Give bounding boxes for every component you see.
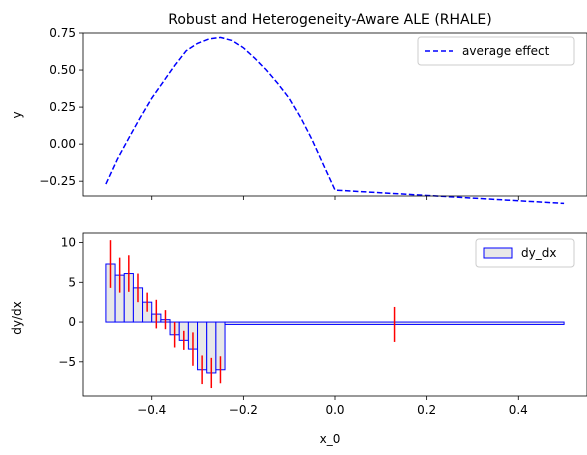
bottom-bars <box>105 263 565 374</box>
bottom-x-tick-label: −0.4 <box>137 403 166 417</box>
bottom-x-tick-label: 0.2 <box>417 403 436 417</box>
bottom-y-tick-label: −5 <box>58 355 76 369</box>
bottom-legend-patch-icon <box>483 247 513 259</box>
bottom-x-tick-label: 0.0 <box>325 403 344 417</box>
top-y-tick-label: 0.50 <box>49 63 76 77</box>
bottom-panel: dy/dx x_0 −5 0 5 10 −0.4 −0.2 0.0 0.2 0.4 dy_dx <box>10 232 587 446</box>
bottom-legend-box <box>475 238 575 268</box>
bottom-y-ticks: −5 0 5 10 <box>58 236 83 369</box>
bottom-xlabel: x_0 <box>320 432 341 446</box>
top-ylabel: y <box>10 111 24 118</box>
top-title: Robust and Heterogeneity-Aware ALE (RHAL… <box>168 12 491 28</box>
bottom-x-ticks: −0.4 −0.2 0.0 0.2 0.4 <box>137 396 528 417</box>
bottom-y-tick-label: 10 <box>61 236 76 250</box>
top-x-ticks <box>151 196 519 200</box>
bottom-y-tick-label: 5 <box>68 275 76 289</box>
bottom-x-tick-label: −0.2 <box>229 403 258 417</box>
top-axes-frame <box>82 32 587 197</box>
bottom-x-tick-label: 0.4 <box>509 403 528 417</box>
top-y-tick-label: −0.25 <box>39 174 76 188</box>
top-legend-box <box>417 36 575 66</box>
top-series <box>105 36 565 205</box>
average-effect-line <box>105 36 565 205</box>
top-y-tick-label: 0.75 <box>49 26 76 40</box>
top-y-ticks: −0.25 0.00 0.25 0.50 0.75 <box>39 26 83 188</box>
bottom-ylabel: dy/dx <box>10 301 24 334</box>
top-panel: Robust and Heterogeneity-Aware ALE (RHAL… <box>10 12 587 205</box>
top-legend-label: average effect <box>462 44 550 58</box>
bottom-error-bars <box>109 240 396 389</box>
top-y-tick-label: 0.25 <box>49 100 76 114</box>
bottom-legend: dy_dx <box>475 238 575 268</box>
bottom-axes-frame <box>82 232 587 397</box>
top-legend: average effect <box>417 36 575 66</box>
top-y-tick-label: 0.00 <box>49 137 76 151</box>
bottom-legend-label: dy_dx <box>521 246 556 260</box>
bottom-y-tick-label: 0 <box>68 315 76 329</box>
